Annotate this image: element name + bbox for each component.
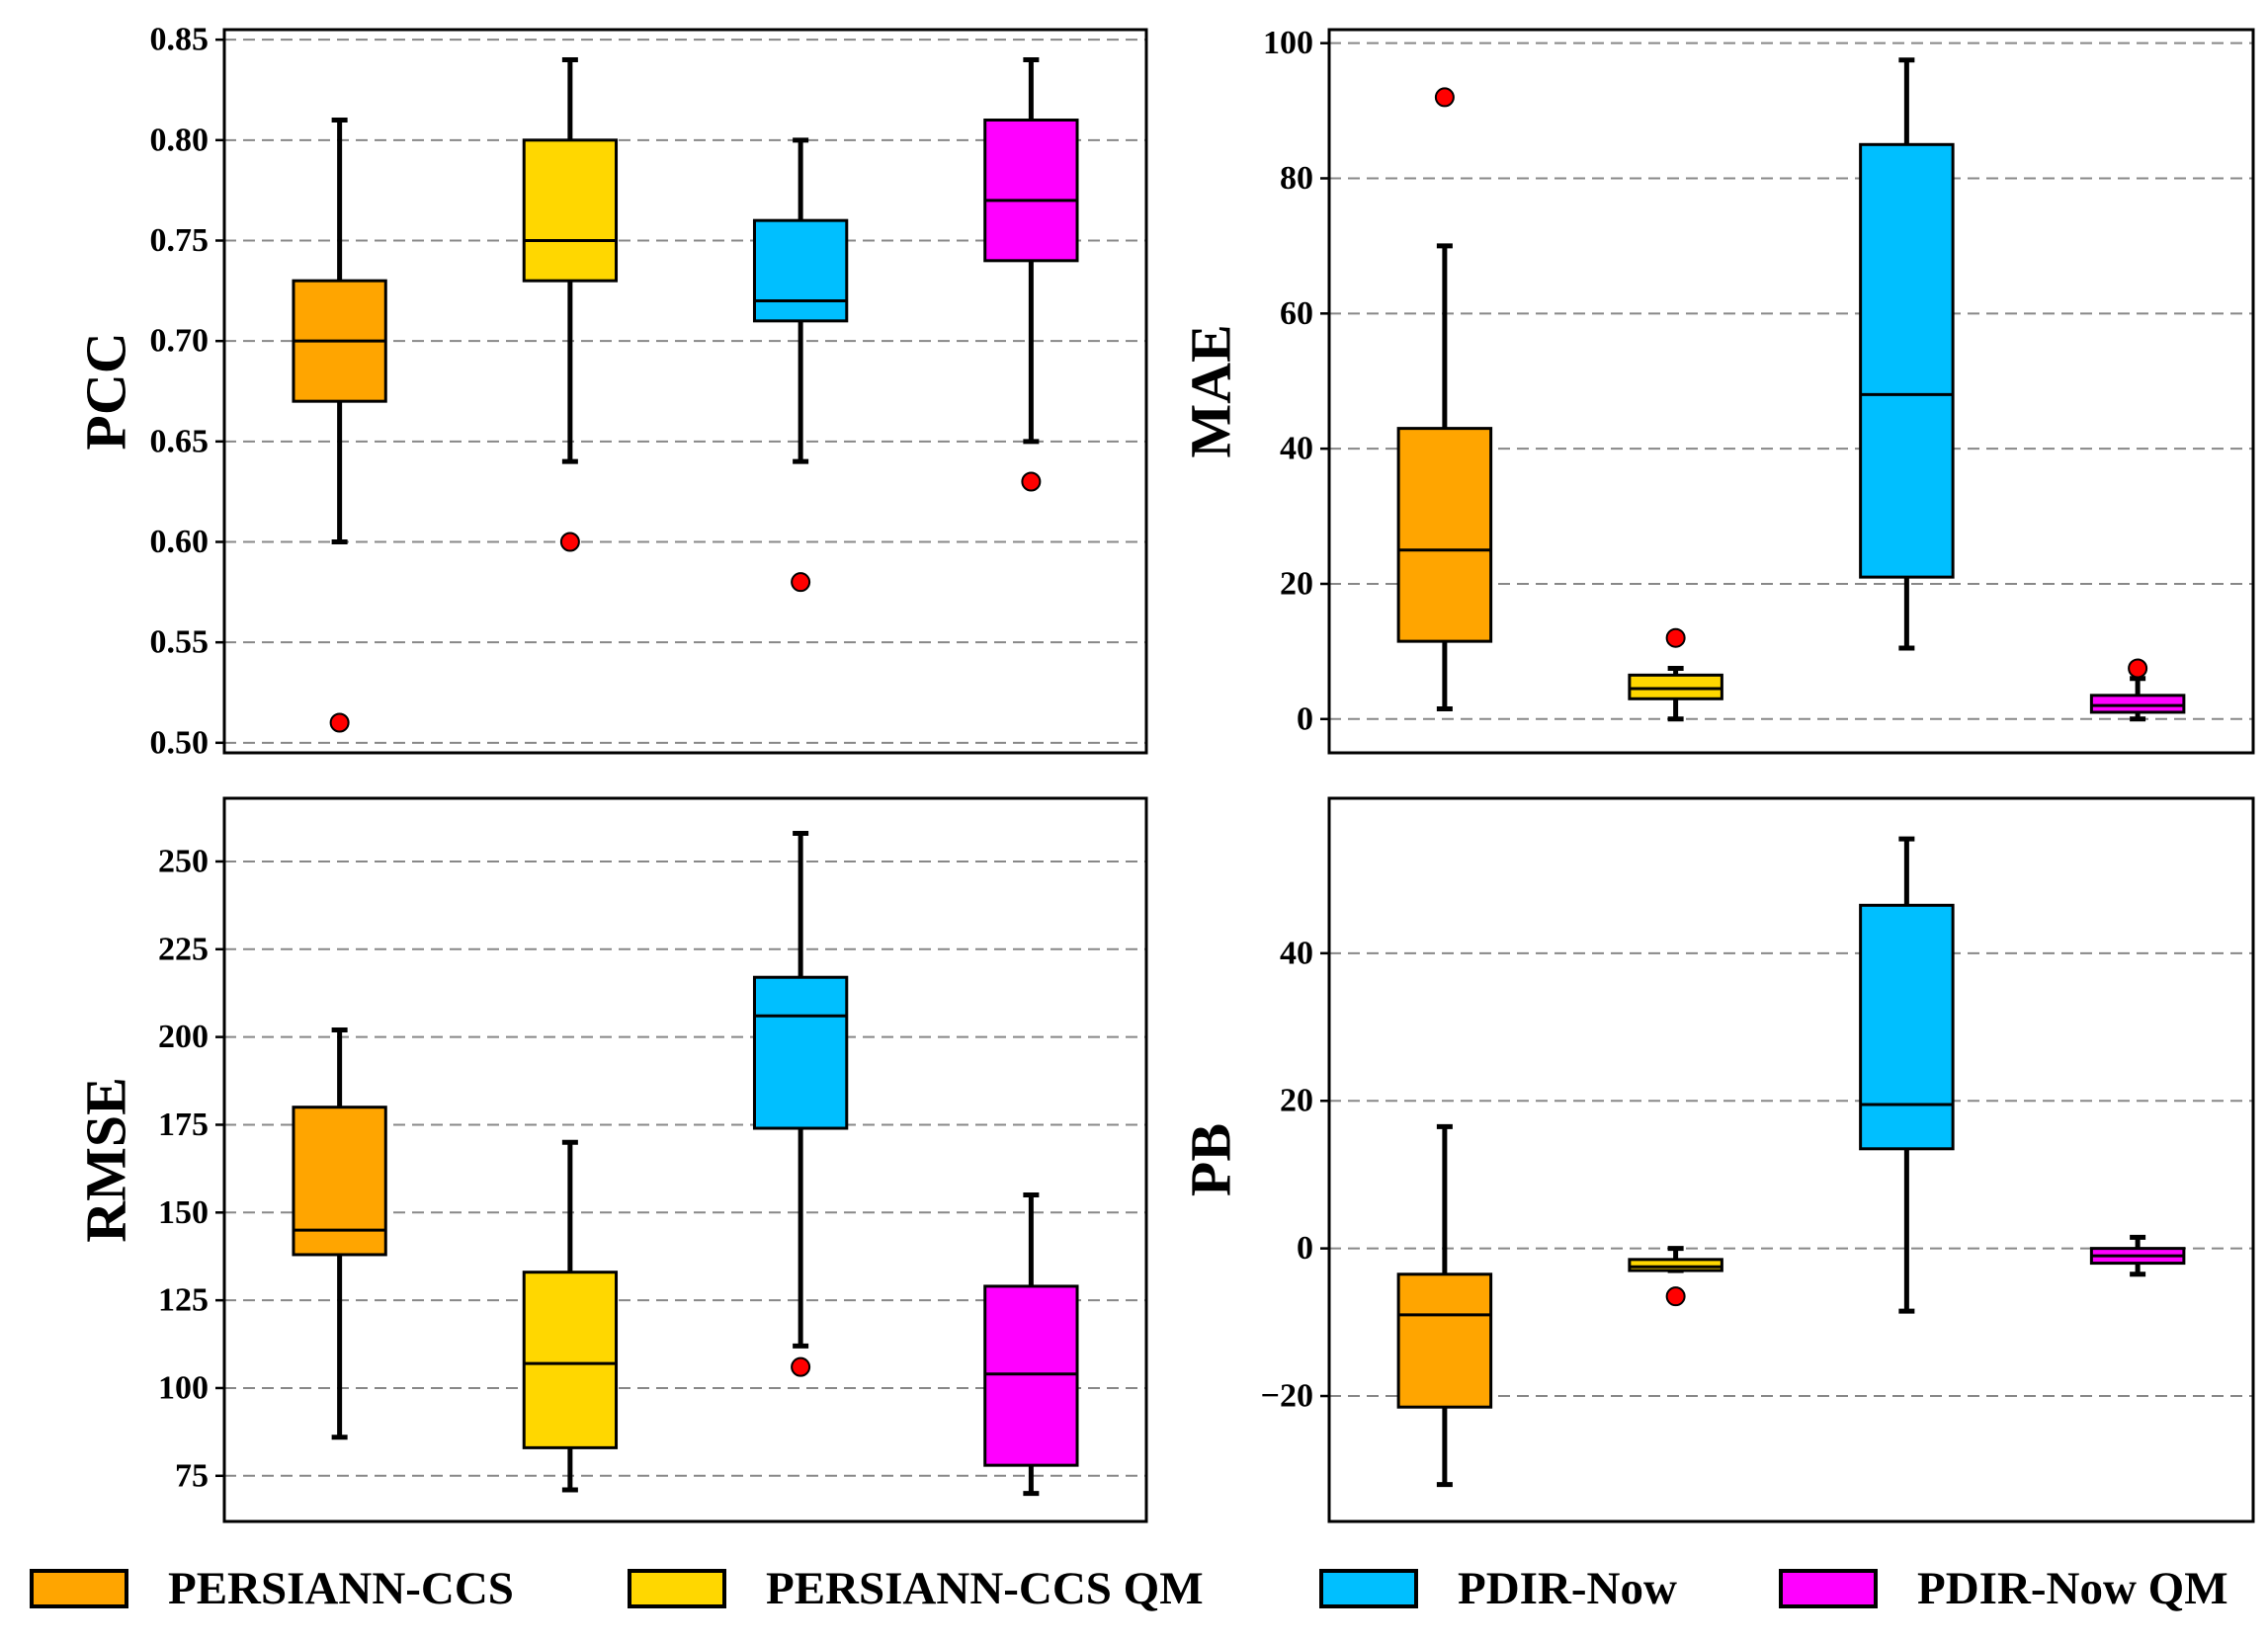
pb-axes-frame	[1327, 796, 2255, 1523]
mae-ytick-label: 0	[1297, 700, 1313, 737]
pcc-ylabel: PCC	[74, 332, 138, 450]
mae-persiann-ccs-qm-outlier	[1665, 627, 1686, 648]
pcc-persiann-ccs-outlier	[329, 712, 350, 733]
rmse-ytick-label: 75	[175, 1457, 209, 1494]
pb-persiann-ccs-qm-box	[1628, 1258, 1723, 1272]
rmse-pdir-now-outlier	[791, 1356, 811, 1377]
mae-persiann-ccs-qm-box	[1628, 673, 1723, 700]
pb-ytick-label: 40	[1280, 935, 1313, 971]
pb-ytick-label: −20	[1261, 1378, 1313, 1415]
pcc-ytick-label: 0.50	[150, 724, 210, 761]
mae-ytick-label: 40	[1280, 431, 1313, 467]
rmse-ytick-label: 150	[158, 1194, 209, 1231]
rmse-ytick-label: 225	[158, 931, 209, 967]
rmse-ytick-label: 100	[158, 1369, 209, 1406]
pb-ylabel: PB	[1179, 1123, 1243, 1196]
mae-pdir-now-qm-box	[2089, 694, 2186, 714]
mae-persiann-ccs-box	[1396, 427, 1493, 643]
rmse-ylabel: RMSE	[74, 1077, 138, 1243]
pcc-persiann-ccs-qm-outlier	[559, 532, 580, 552]
pb-panel: −20 0 20 40 PB	[1179, 796, 2255, 1523]
rmse-pdir-now-qm-box	[983, 1284, 1079, 1467]
pcc-ytick-label: 0.80	[150, 122, 210, 158]
pcc-ytick-label: 0.60	[150, 524, 210, 560]
pb-persiann-ccs-qm-outlier	[1665, 1286, 1686, 1307]
mae-persiann-ccs-outlier	[1434, 87, 1455, 108]
rmse-persiann-ccs-qm-box	[522, 1271, 619, 1449]
rmse-ytick-label: 125	[158, 1282, 209, 1319]
mae-axes-frame	[1327, 28, 2255, 755]
legend-label-persiann-ccs-qm: PERSIANN-CCS QM	[766, 1563, 1204, 1614]
mae-pdir-now-qm-outlier	[2128, 658, 2148, 679]
pb-ytick-label: 0	[1297, 1230, 1313, 1267]
rmse-panel: 75 100 125 150 175 200 225 250 RMSE	[74, 796, 1148, 1523]
rmse-axes-frame	[222, 796, 1148, 1523]
legend-label-pdir-now: PDIR-Now	[1458, 1563, 1677, 1614]
pb-pdir-now-box	[1859, 903, 1955, 1151]
pcc-pdir-now-outlier	[791, 572, 811, 593]
legend-swatch-pdir-now	[1319, 1569, 1418, 1608]
pcc-ytick-label: 0.70	[150, 323, 210, 360]
mae-panel: 0 20 40 60 80 100 MAE	[1179, 25, 2255, 755]
pcc-ytick-label: 0.55	[150, 624, 210, 661]
rmse-ytick-label: 175	[158, 1107, 209, 1143]
mae-ytick-label: 20	[1280, 565, 1313, 602]
pcc-ytick-label: 0.85	[150, 22, 210, 58]
rmse-ytick-label: 250	[158, 843, 209, 879]
legend-swatch-persiann-ccs-qm	[628, 1569, 726, 1608]
mae-ytick-label: 60	[1280, 295, 1313, 332]
mae-ylabel: MAE	[1179, 324, 1243, 457]
legend: PERSIANN-CCS PERSIANN-CCS QM PDIR-Now PD…	[0, 1549, 2268, 1628]
legend-label-pdir-now-qm: PDIR-Now QM	[1917, 1563, 2228, 1614]
pcc-pdir-now-box	[752, 218, 849, 323]
pcc-panel: 0.50 0.55 0.60 0.65 0.70 0.75 0.80 0.85 PCC	[74, 22, 1148, 761]
pcc-ytick-label: 0.65	[150, 423, 210, 459]
legend-item-pdir-now-qm: PDIR-Now QM	[1779, 1561, 2228, 1616]
rmse-pdir-now-box	[752, 975, 849, 1130]
legend-item-pdir-now: PDIR-Now	[1319, 1561, 1677, 1616]
pb-persiann-ccs-box	[1396, 1272, 1493, 1409]
pcc-ytick-label: 0.75	[150, 222, 210, 259]
legend-label-persiann-ccs: PERSIANN-CCS	[168, 1563, 514, 1614]
pcc-pdir-now-qm-box	[983, 119, 1079, 263]
legend-item-persiann-ccs-qm: PERSIANN-CCS QM	[628, 1561, 1204, 1616]
pcc-axes-frame	[222, 28, 1148, 755]
legend-swatch-persiann-ccs	[30, 1569, 128, 1608]
legend-item-persiann-ccs: PERSIANN-CCS	[30, 1561, 514, 1616]
legend-swatch-pdir-now-qm	[1779, 1569, 1878, 1608]
mae-ytick-label: 100	[1263, 25, 1313, 61]
mae-pdir-now-box	[1859, 142, 1955, 579]
rmse-persiann-ccs-box	[292, 1106, 387, 1257]
pcc-persiann-ccs-qm-box	[522, 138, 619, 283]
pcc-pdir-now-qm-outlier	[1021, 471, 1042, 492]
pb-ytick-label: 20	[1280, 1083, 1313, 1119]
mae-ytick-label: 80	[1280, 160, 1313, 197]
rmse-ytick-label: 200	[158, 1019, 209, 1055]
